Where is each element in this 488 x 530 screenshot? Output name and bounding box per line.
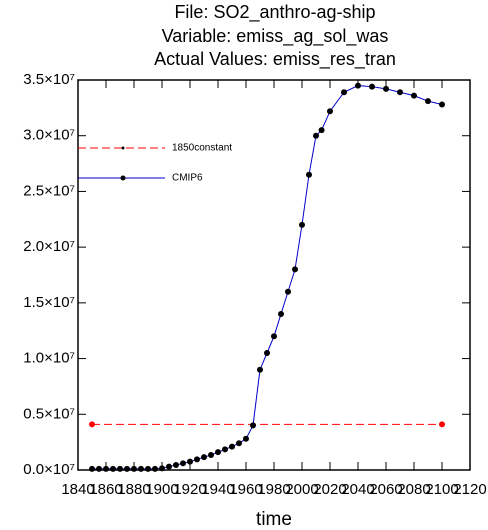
chart-title: Actual Values: emiss_res_tran [154,49,396,70]
chart-title: Variable: emiss_ag_sol_was [162,26,389,47]
data-point [313,132,319,139]
data-point [292,266,298,273]
data-point [355,82,361,89]
x-tick-label: 1880 [117,481,150,498]
data-point [411,92,417,99]
series-line [92,85,443,470]
data-point [425,98,431,105]
data-point [271,333,277,340]
data-point [89,421,95,428]
x-tick-label: 1960 [229,481,262,498]
data-point [152,465,158,472]
data-point [327,108,333,115]
data-point [369,83,375,90]
data-point [250,422,256,429]
data-point [278,311,284,317]
data-point [180,460,186,467]
x-tick-label: 2060 [369,481,402,498]
data-point [145,465,151,472]
data-point [201,454,207,461]
data-point [341,89,347,96]
x-tick-label: 2080 [397,481,430,498]
data-point [299,221,305,228]
data-point [208,451,214,458]
chart-title: File: SO2_anthro-ag-ship [174,2,375,23]
x-tick-label: 1940 [201,481,234,498]
data-point [439,101,445,108]
data-point [110,465,116,472]
data-point [383,85,389,92]
data-point [306,171,312,178]
x-tick-label: 1840 [61,481,94,498]
y-tick-label: 0.5×10⁷ [23,405,75,422]
data-point [229,443,235,450]
data-point [257,366,263,373]
data-point [89,465,95,472]
data-point [173,461,179,468]
x-tick-label: 1980 [257,481,290,498]
x-tick-label: 1860 [89,481,122,498]
y-tick-label: 0.0×10⁷ [23,461,75,478]
data-point [215,449,221,456]
data-point [159,465,165,472]
y-tick-label: 2.5×10⁷ [23,182,75,199]
y-tick-label: 2.0×10⁷ [23,238,75,255]
data-point [222,446,228,453]
data-point [318,127,325,134]
y-tick-label: 3.5×10⁷ [23,71,75,88]
plot-frame [77,79,471,471]
legend-label: CMIP6 [172,173,203,184]
x-tick-label: 1900 [145,481,178,498]
x-tick-label: 2040 [341,481,374,498]
data-point [138,465,144,472]
data-point [96,465,102,472]
x-tick-label: 2020 [313,481,346,498]
data-point [194,456,200,463]
legend-marker [120,175,126,181]
data-point [166,463,172,470]
data-point [187,458,193,465]
legend-label: 1850constant [172,143,232,154]
data-point [264,350,270,356]
x-tick-label: 1920 [173,481,206,498]
data-point [439,421,445,428]
x-tick-label: 2120 [453,481,486,498]
y-tick-label: 1.0×10⁷ [23,350,75,367]
data-point [103,465,109,472]
data-point [124,465,130,472]
data-point [117,465,123,472]
data-point [131,465,137,472]
x-axis-label: time [256,509,292,530]
y-tick-label: 1.5×10⁷ [23,294,75,311]
legend-marker [121,146,125,150]
y-tick-label: 3.0×10⁷ [23,127,75,144]
data-point [236,440,242,447]
data-point [397,89,403,96]
x-tick-label: 2100 [425,481,458,498]
x-tick-label: 2000 [285,481,318,498]
data-point [243,435,249,442]
data-point [285,288,291,295]
